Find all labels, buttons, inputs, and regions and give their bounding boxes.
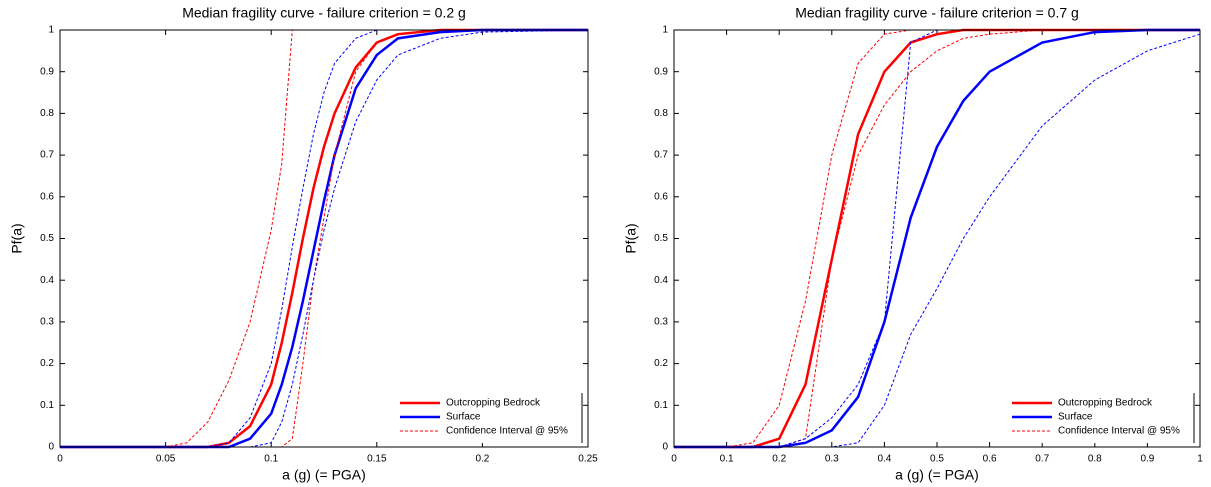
x-tick-label: 0.9 [1140, 454, 1154, 465]
x-tick-label: 0.8 [1088, 454, 1102, 465]
x-tick-label: 0.7 [1035, 454, 1049, 465]
x-tick-label: 0.25 [578, 454, 598, 465]
x-tick-label: 1 [1197, 454, 1203, 465]
y-tick-label: 0.4 [654, 275, 668, 286]
legend-label: Outcropping Bedrock [1058, 398, 1153, 409]
x-tick-label: 0 [57, 454, 63, 465]
y-tick-label: 0.6 [654, 191, 668, 202]
axes-box [673, 29, 1201, 448]
y-tick-label: 0.7 [654, 150, 668, 161]
y-tick-label: 1 [48, 25, 54, 36]
x-tick-label: 0 [671, 454, 677, 465]
x-tick-label: 0.1 [264, 454, 278, 465]
y-tick-label: 0.4 [40, 275, 54, 286]
legend-label: Surface [1058, 412, 1093, 423]
y-tick-label: 0.8 [654, 108, 668, 119]
x-axis-label: a (g) (= PGA) [895, 467, 979, 483]
x-tick-label: 0.2 [772, 454, 786, 465]
x-tick-label: 0.5 [930, 454, 944, 465]
y-tick-label: 0.9 [40, 66, 54, 77]
legend-label: Confidence Interval @ 95% [446, 426, 568, 437]
y-tick-label: 0 [662, 442, 668, 453]
legend-label: Confidence Interval @ 95% [1058, 426, 1180, 437]
y-axis-label: Pf(a) [623, 223, 639, 253]
y-tick-label: 0.2 [40, 358, 54, 369]
legend-label: Surface [446, 412, 481, 423]
y-tick-label: 0 [48, 442, 54, 453]
plot-area [60, 30, 588, 447]
y-tick-label: 0.7 [40, 150, 54, 161]
x-tick-label: 0.1 [720, 454, 734, 465]
y-tick-label: 0.5 [654, 233, 668, 244]
x-tick-label: 0.3 [825, 454, 839, 465]
chart-title: Median fragility curve - failure criteri… [182, 5, 466, 21]
y-tick-label: 0.3 [654, 317, 668, 328]
x-tick-label: 0.6 [983, 454, 997, 465]
y-tick-label: 0.6 [40, 191, 54, 202]
x-axis-label: a (g) (= PGA) [282, 467, 366, 483]
y-tick-label: 0.9 [654, 66, 668, 77]
x-tick-label: 0.05 [156, 454, 176, 465]
y-tick-label: 0.2 [654, 358, 668, 369]
x-tick-label: 0.2 [475, 454, 489, 465]
y-tick-label: 0.3 [40, 317, 54, 328]
y-tick-label: 0.1 [654, 400, 668, 411]
plot-area [674, 30, 1200, 447]
chart-title: Median fragility curve - failure criteri… [795, 5, 1079, 21]
x-tick-label: 0.4 [877, 454, 891, 465]
y-tick-label: 0.1 [40, 400, 54, 411]
legend-label: Outcropping Bedrock [446, 398, 541, 409]
y-axis-label: Pf(a) [9, 223, 25, 253]
y-tick-label: 0.8 [40, 108, 54, 119]
axes-box [59, 29, 589, 448]
y-tick-label: 0.5 [40, 233, 54, 244]
x-tick-label: 0.15 [367, 454, 387, 465]
y-tick-label: 1 [662, 25, 668, 36]
